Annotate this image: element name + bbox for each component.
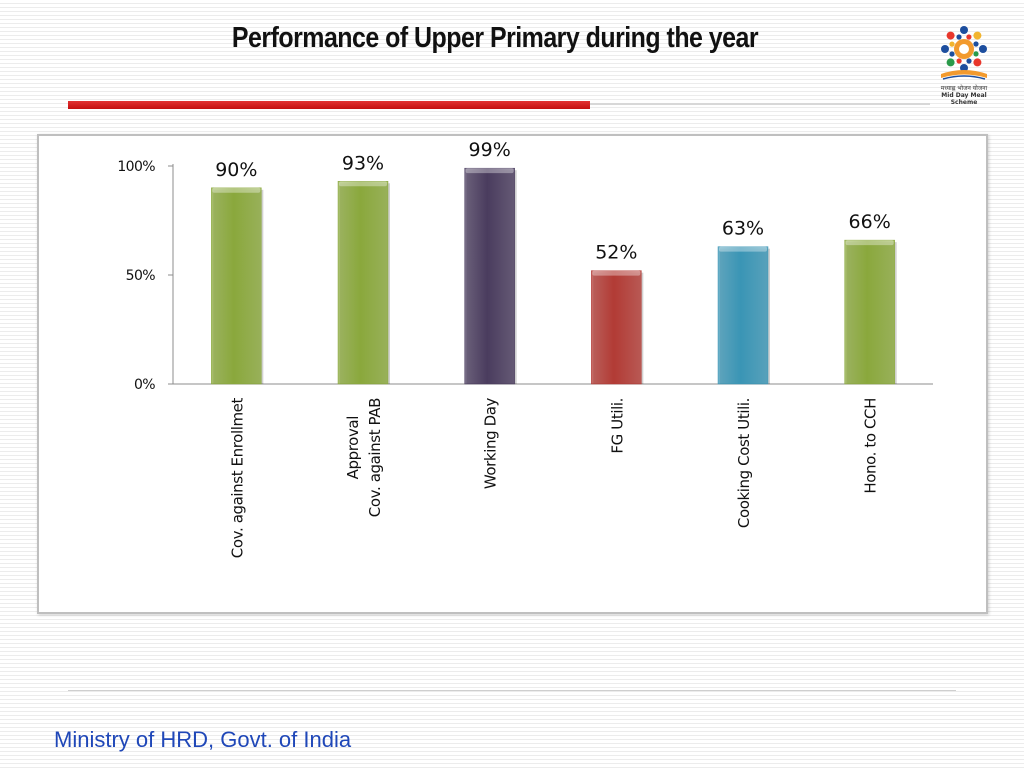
bar-highlight bbox=[212, 187, 261, 193]
logo-caption-hindi: मध्याह्न भोजन योजना bbox=[940, 85, 988, 92]
bar bbox=[337, 181, 389, 385]
bar-data-label: 63% bbox=[722, 218, 764, 240]
bar-highlight bbox=[339, 181, 387, 187]
x-tick-label-line: Approval bbox=[344, 416, 362, 479]
bar-chart: 0% 50% 100% 90% Cov. against Enrollmet 93% Cov… bbox=[117, 139, 933, 558]
bar-data-label: 93% bbox=[342, 152, 384, 174]
bar-data-label: 99% bbox=[469, 139, 511, 161]
slide-title: Performance of Upper Primary during the … bbox=[231, 22, 759, 54]
mid-day-meal-logo bbox=[941, 26, 987, 80]
x-tick-label-line: Cov. against PAB bbox=[366, 398, 384, 517]
chart-frame: 0% 50% 100% 90% Cov. against Enrollmet 93% Cov… bbox=[37, 134, 988, 614]
bar-highlight bbox=[845, 240, 894, 246]
x-tick-label: Hono. to CCH bbox=[862, 398, 880, 494]
bar bbox=[844, 239, 895, 385]
x-tick-label: Cooking Cost Utili. bbox=[735, 398, 753, 528]
bar-data-label: 52% bbox=[595, 242, 637, 264]
footer-text: Ministry of HRD, Govt. of India bbox=[54, 727, 352, 752]
bar-data-label: 90% bbox=[215, 159, 257, 181]
bar-data-label: 66% bbox=[849, 211, 891, 233]
x-tick-label-line: Working Day bbox=[482, 397, 500, 489]
x-tick-label: Working Day bbox=[482, 397, 500, 489]
footer-divider bbox=[68, 690, 956, 691]
x-tick-label: Cov. against Enrollmet bbox=[228, 397, 246, 558]
bar bbox=[211, 187, 262, 385]
bar bbox=[464, 167, 515, 385]
logo-caption: मध्याह्न भोजन योजना Mid Day Meal Scheme bbox=[927, 85, 1001, 106]
bar-highlight bbox=[592, 270, 641, 276]
title-accent-bar bbox=[68, 101, 590, 109]
y-tick-label: 50% bbox=[126, 268, 156, 284]
x-tick-label-line: Cooking Cost Utili. bbox=[735, 398, 753, 528]
y-tick-label: 0% bbox=[134, 377, 155, 393]
bar-highlight bbox=[465, 168, 514, 174]
x-tick-label-line: Cov. against Enrollmet bbox=[228, 397, 246, 558]
x-tick-label: FG Utili. bbox=[608, 398, 626, 454]
bar-highlight bbox=[719, 246, 767, 252]
y-tick-label: 100% bbox=[117, 159, 155, 175]
x-tick-label-line: FG Utili. bbox=[608, 398, 626, 454]
title-divider bbox=[590, 103, 930, 105]
logo-caption-english: Mid Day Meal Scheme bbox=[941, 92, 987, 106]
x-tick-label-line: Hono. to CCH bbox=[862, 398, 880, 494]
bar bbox=[717, 246, 769, 385]
bar bbox=[591, 270, 642, 385]
